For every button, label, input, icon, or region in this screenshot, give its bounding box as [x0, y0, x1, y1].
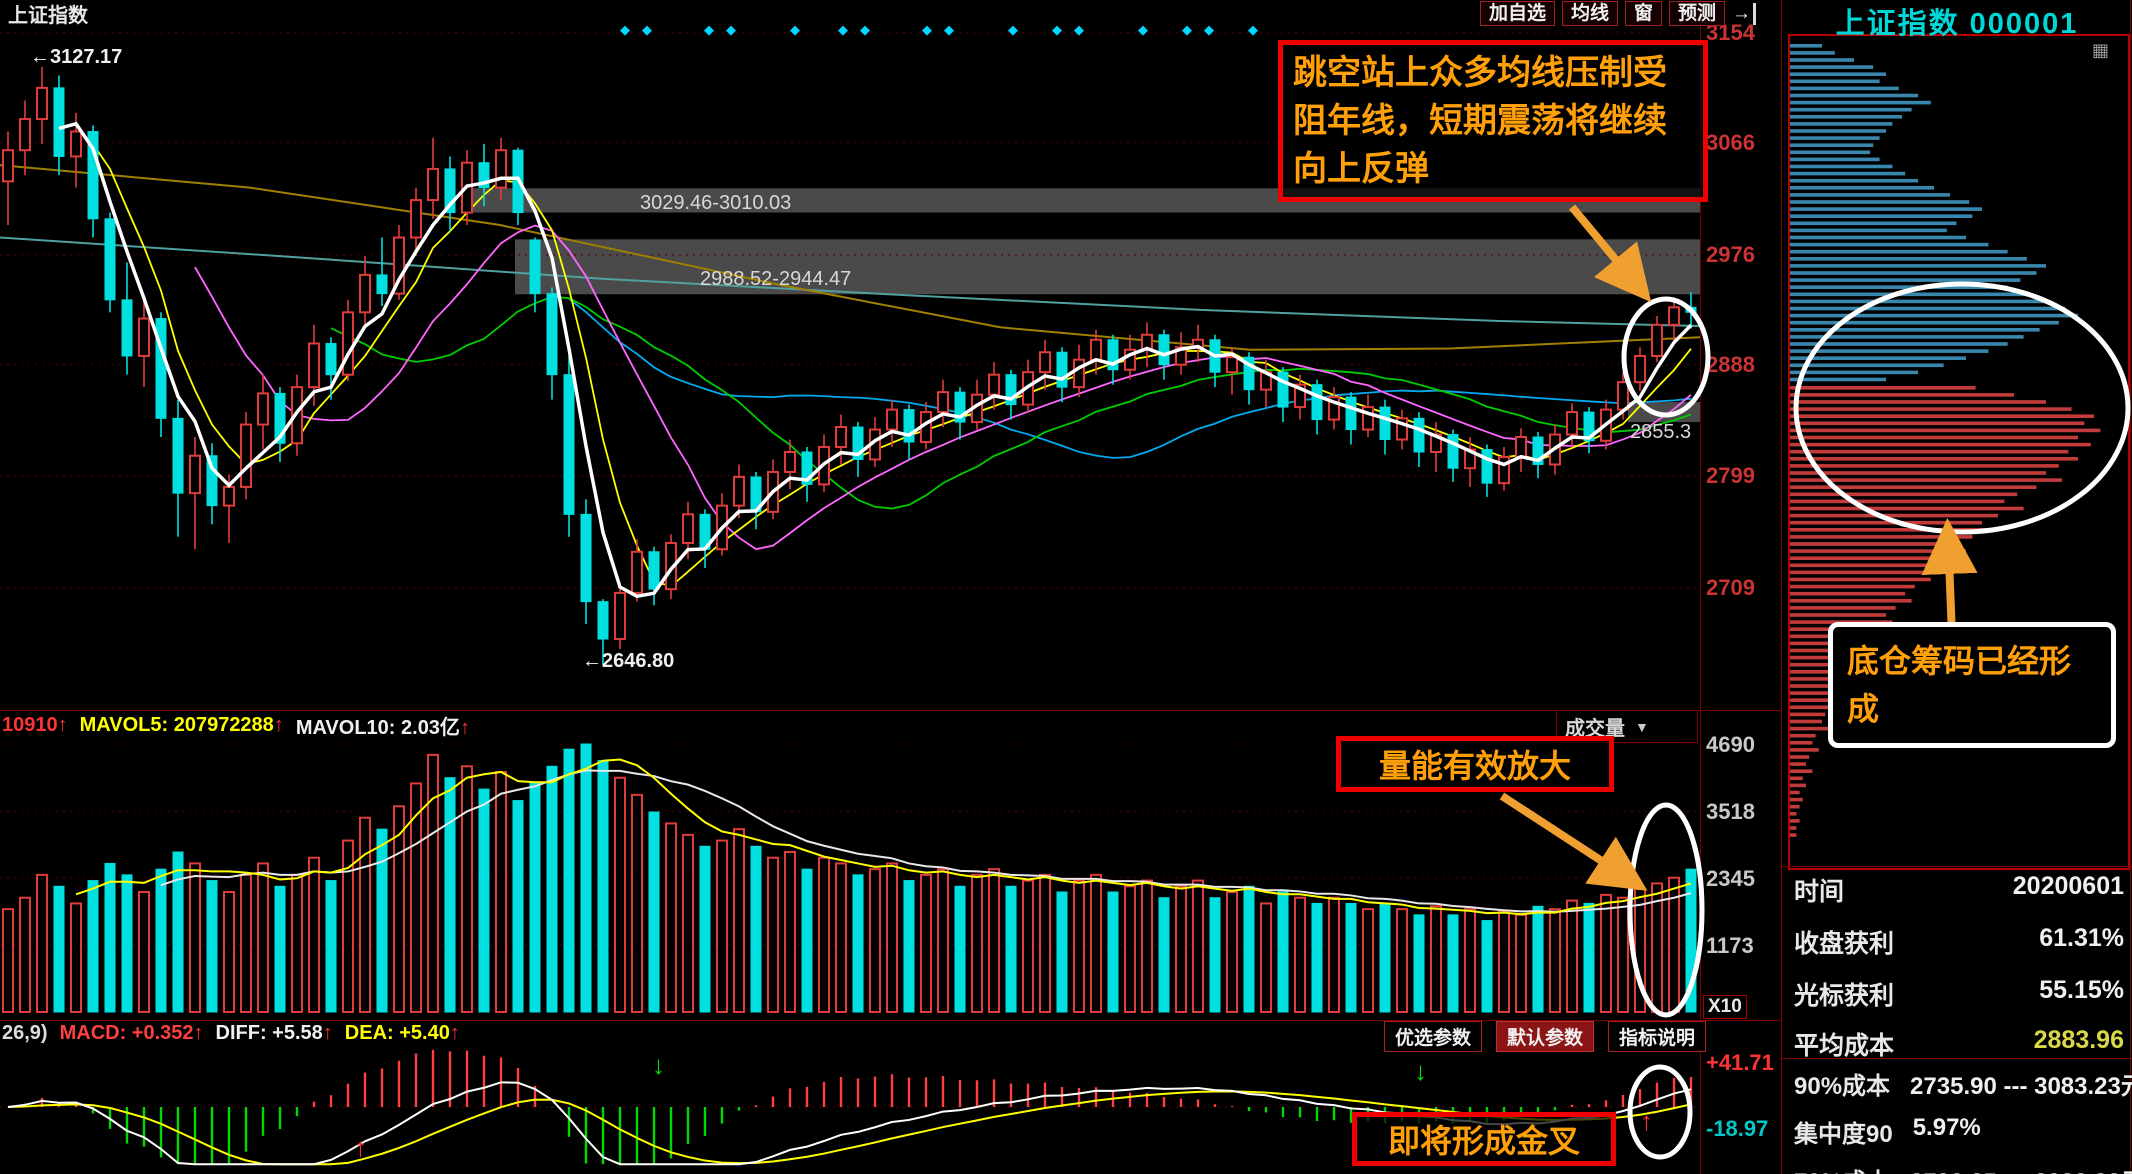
table-row: 时间 20200601	[1794, 872, 2124, 908]
dropdown-label: 成交量	[1565, 718, 1625, 740]
macd-header: 26,9) MACD: +0.352↑ DIFF: +5.58↑ DEA: +5…	[0, 1022, 460, 1045]
window-button[interactable]: 窗	[1624, 1, 1662, 26]
default-params-button[interactable]: 默认参数	[1496, 1021, 1595, 1052]
main-volume-divider	[0, 710, 1782, 711]
buy-diamond-icon: ◆	[620, 22, 630, 37]
buy-diamond-icon: ◆	[922, 22, 932, 37]
row-label: 90%成本	[1794, 1073, 1891, 1100]
price-axis-label: 2888	[1706, 351, 1755, 377]
param-buttons: 优选参数 默认参数 指标说明	[1384, 1021, 1707, 1052]
buy-diamond-icon: ◆	[838, 22, 848, 37]
buy-diamond-icon: ◆	[1204, 22, 1214, 37]
macd-pos-tick: +41.71	[1706, 1050, 1774, 1075]
volume-header: 10910↑ MAVOL5: 207972288↑ MAVOL10: 2.03亿…	[0, 711, 470, 740]
buy-diamond-icon: ◆	[726, 22, 736, 37]
buy-diamond-icon: ◆	[1138, 22, 1148, 37]
gap-band-label: 2988.52-2944.47	[700, 268, 852, 290]
price-axis: 3154 3066 2976 2888 2799 2709	[1700, 20, 1782, 710]
table-row: 平均成本 2883.96	[1794, 1026, 2124, 1062]
cost70-row-clipped: 70%成本 2790.25 --- 2933.93元之间	[1794, 1162, 2132, 1174]
annotation-golden-cross: 即将形成金叉	[1352, 1112, 1616, 1166]
volume-axis: 4690 3518 2345 1173	[1700, 732, 1782, 1020]
add-watchlist-button[interactable]: 加自选	[1479, 1, 1555, 26]
chevron-down-icon: ▼	[1635, 718, 1649, 735]
buy-diamond-icon: ◆	[1182, 22, 1192, 37]
volume-current: 10910↑	[2, 714, 68, 736]
buy-diamond-icon: ◆	[1052, 22, 1062, 37]
buy-diamond-icon: ◆	[790, 22, 800, 37]
volume-axis-label: 3518	[1706, 798, 1755, 824]
dock-arrow-icon[interactable]: →	[1732, 2, 1756, 25]
toolbar-buttons: 加自选 均线 窗 预测 →	[1479, 1, 1756, 26]
right-edge-line	[2130, 0, 2131, 1174]
buy-diamond-icon: ◆	[642, 22, 652, 37]
indicator-help-button[interactable]: 指标说明	[1608, 1021, 1707, 1052]
index-title: 上证指数 000001	[1835, 8, 2079, 40]
buy-diamond-icon: ◆	[1074, 22, 1084, 37]
volume-axis-label: 1173	[1706, 932, 1754, 958]
buy-diamond-icon: ◆	[860, 22, 870, 37]
row-value: 2790.25 --- 2933.93元之间	[1910, 1162, 2132, 1174]
row-label: 时间	[1794, 878, 1845, 906]
volume-chart[interactable]	[0, 735, 1700, 1020]
annotation-gap-resistance: 跳空站上众多均线压制受阻年线，短期震荡将继续向上反弹	[1278, 40, 1708, 202]
table-row: 收盘获利 61.31%	[1794, 924, 2124, 960]
symbol-label: 上证指数	[8, 5, 88, 27]
macd-value: MACD: +0.352↑	[59, 1022, 204, 1044]
buy-signal-arrow: ↑	[1640, 1106, 1653, 1136]
buy-diamond-icon: ◆	[944, 22, 954, 37]
row-value: 61.31%	[2039, 924, 2124, 952]
row-label: 70%成本	[1794, 1162, 1890, 1174]
table-row: 光标获利 55.15%	[1794, 976, 2124, 1012]
row-label: 集中度90	[1794, 1121, 1893, 1148]
volume-macd-divider	[0, 1020, 1782, 1021]
row-value: 20200601	[2012, 872, 2124, 900]
row-value: 5.97%	[1912, 1114, 1981, 1141]
diff-value: DIFF: +5.58↑	[215, 1022, 333, 1044]
row-value: 2883.96	[2033, 1026, 2124, 1054]
macd-params: 26,9)	[2, 1022, 48, 1044]
sell-signal-arrow: ↓	[1414, 1056, 1427, 1086]
gap-band-label: 2855.3	[1630, 421, 1692, 443]
mavol10-value: MAVOL10: 2.03亿↑	[295, 717, 470, 739]
concentration-row: 集中度90 5.97%	[1794, 1114, 2124, 1149]
buy-diamond-icon: ◆	[704, 22, 714, 37]
top-indicator-bar: 上证指数	[0, 0, 1790, 27]
price-axis-label: 2709	[1706, 574, 1755, 600]
price-axis-label: 2976	[1706, 241, 1755, 267]
row-label: 光标获利	[1794, 982, 1895, 1010]
row-value: 2735.90 --- 3083.23元之间	[1910, 1073, 2132, 1100]
high-price-marker: ←3127.17	[30, 46, 123, 68]
low-price-marker: ←2646.80	[582, 650, 675, 672]
row-label: 平均成本	[1794, 1032, 1895, 1060]
gap-band-label: 3029.46-3010.03	[640, 192, 792, 214]
macd-neg-tick: -18.97	[1706, 1116, 1769, 1141]
volume-unit-label: X10	[1703, 995, 1747, 1019]
mavol5-value: MAVOL5: 207972288↑	[79, 714, 284, 736]
volume-axis-label: 2345	[1706, 866, 1755, 891]
price-axis-label: 2799	[1706, 462, 1755, 488]
cost90-row: 90%成本 2735.90 --- 3083.23元之间	[1794, 1066, 2132, 1101]
buy-diamond-icon: ◆	[1008, 22, 1018, 37]
forecast-button[interactable]: 预测	[1668, 1, 1725, 26]
annotation-volume-expand: 量能有效放大	[1336, 736, 1614, 792]
price-axis-label: 3066	[1706, 129, 1755, 155]
chip-table-divider	[1782, 866, 2132, 867]
grid-icon[interactable]: ▦	[2092, 40, 2110, 60]
right-panel-divider	[1781, 0, 1782, 1174]
scale-divider	[1700, 0, 1701, 1174]
annotation-chip-base: 底仓筹码已经形成	[1828, 622, 2116, 748]
ma-lines-button[interactable]: 均线	[1561, 1, 1618, 26]
row-label: 收盘获利	[1794, 930, 1895, 958]
table-divider	[1782, 1058, 2132, 1059]
volume-axis-label: 4690	[1706, 732, 1755, 758]
buy-diamond-icon: ◆	[1248, 22, 1258, 37]
buy-signal-arrow: ↑	[354, 1132, 367, 1162]
sell-signal-arrow: ↓	[652, 1050, 665, 1080]
row-value: 55.15%	[2039, 976, 2124, 1004]
preferred-params-button[interactable]: 优选参数	[1384, 1021, 1483, 1052]
dea-value: DEA: +5.40↑	[344, 1022, 460, 1044]
